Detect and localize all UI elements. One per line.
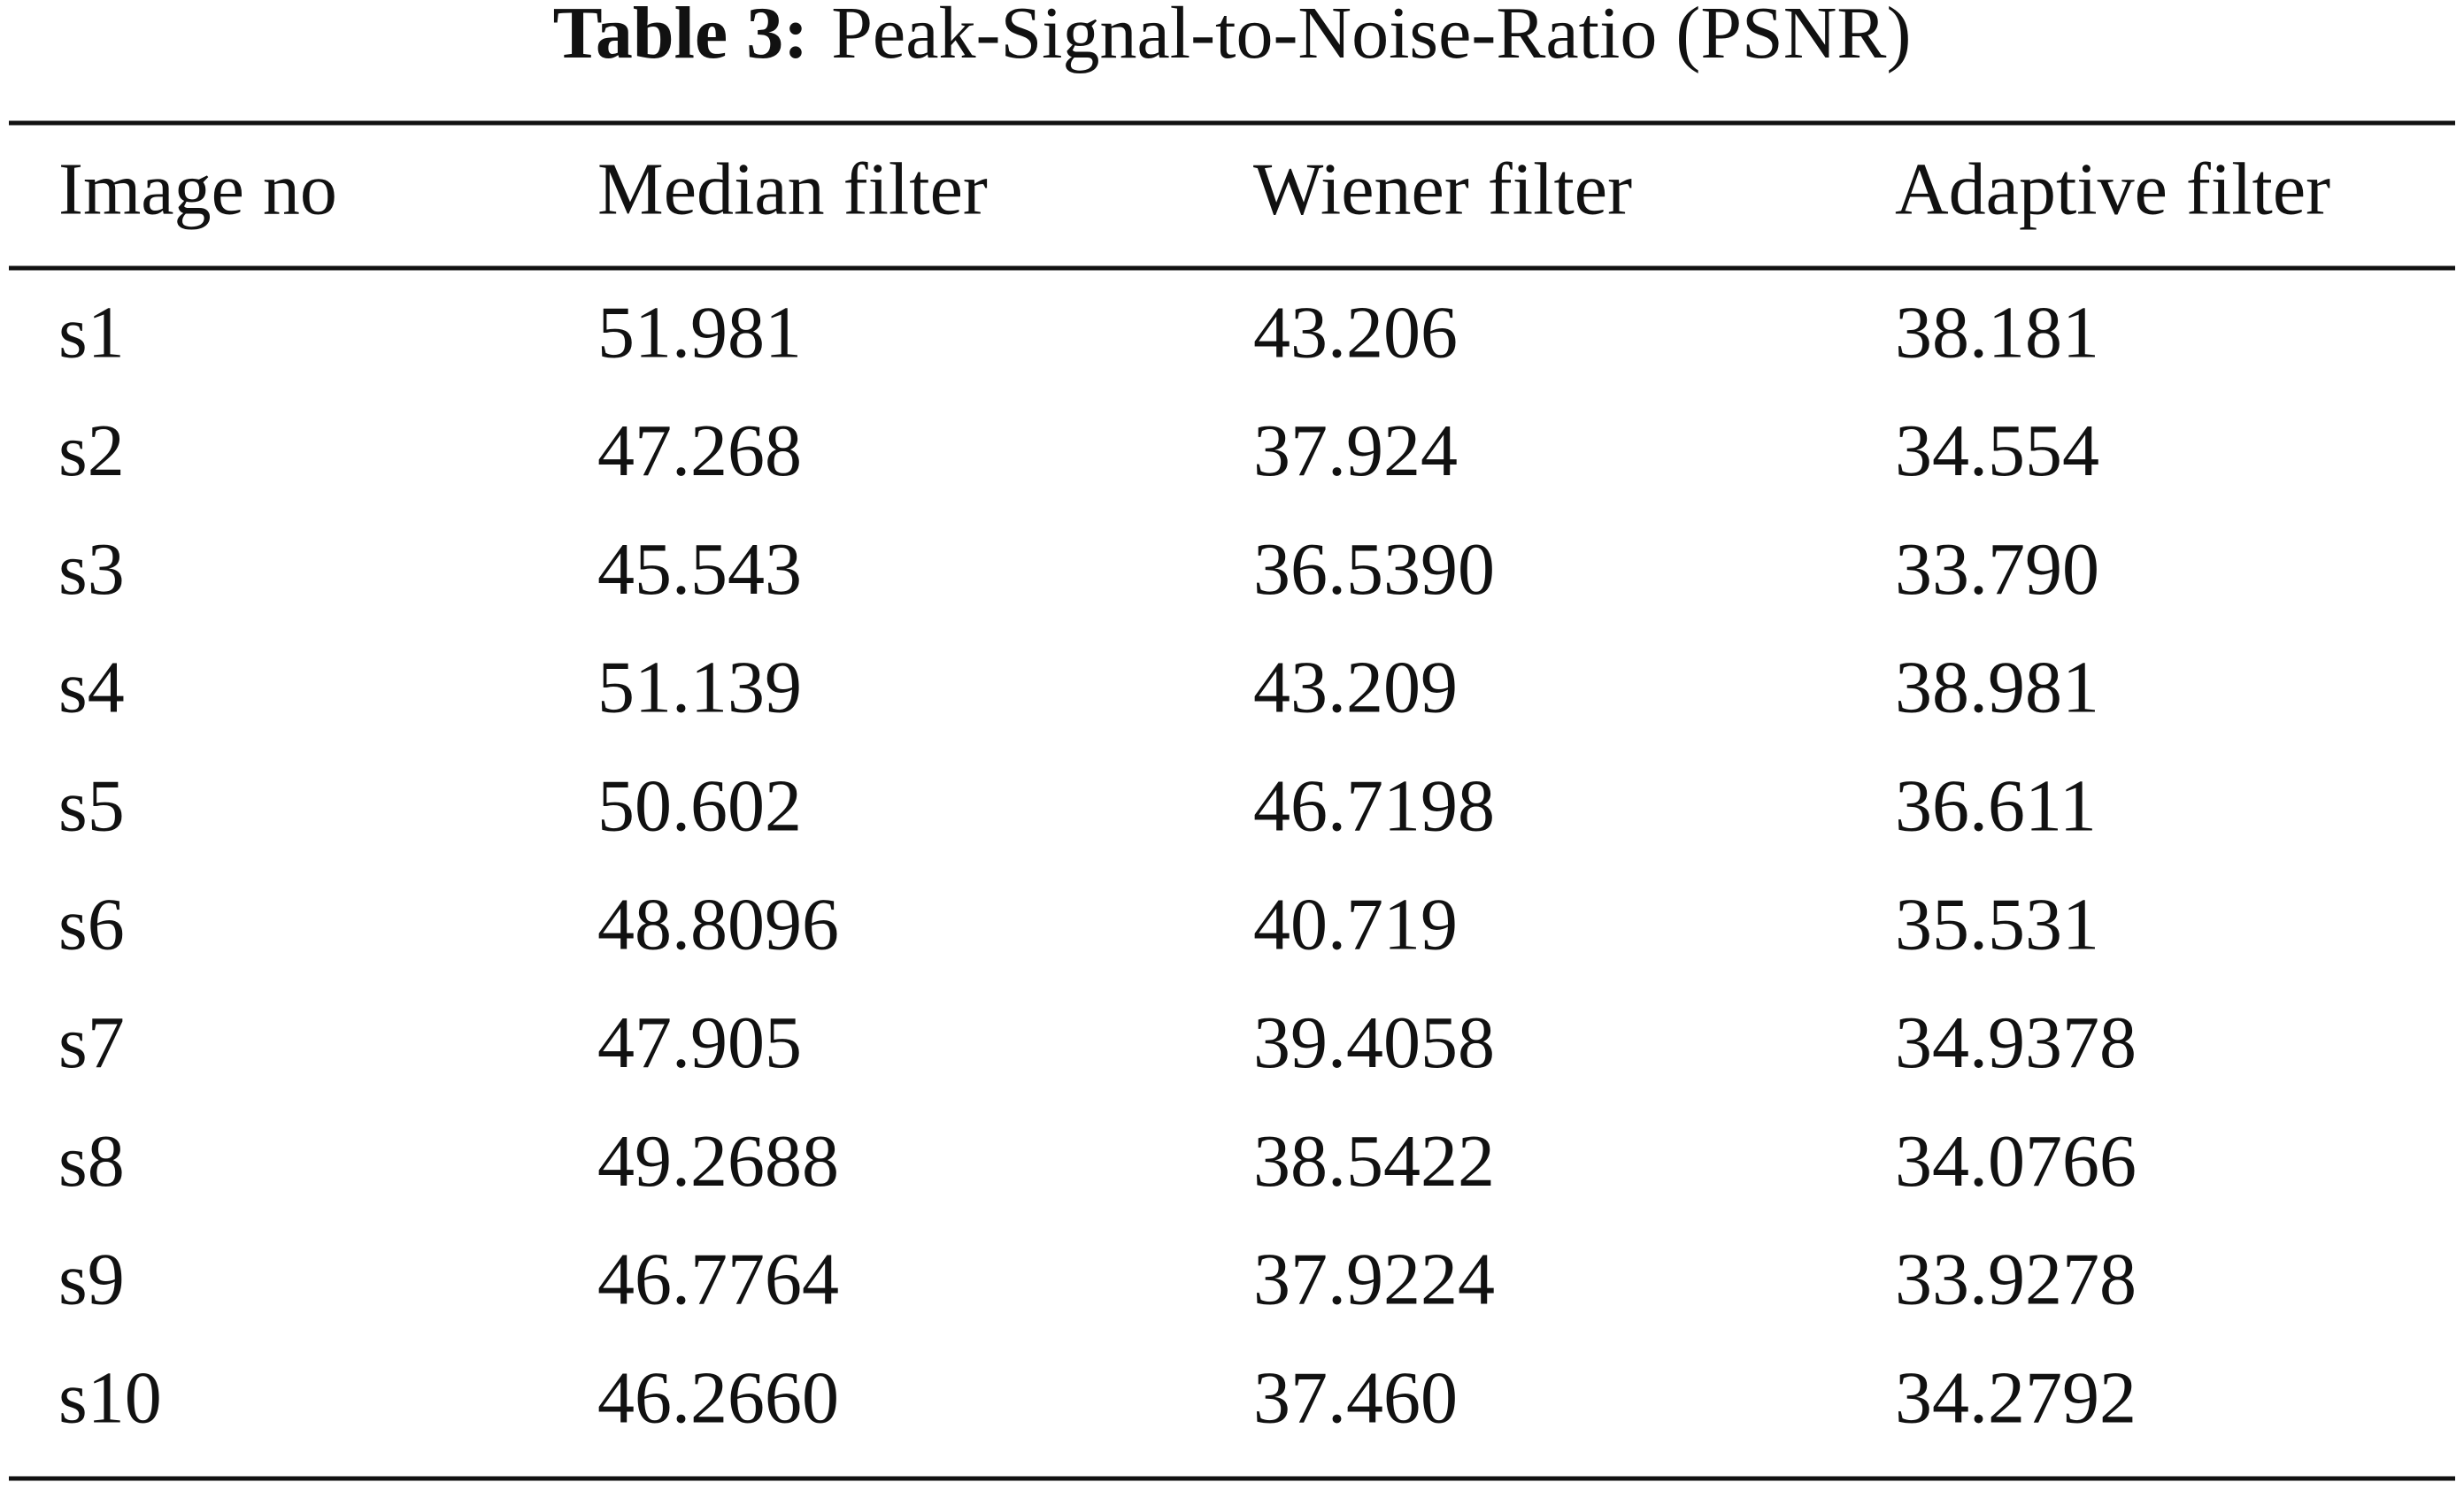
- table-cell: 37.924: [1253, 410, 1458, 492]
- table-cell: 33.9278: [1895, 1239, 2137, 1321]
- table-cell: 46.7198: [1253, 764, 1495, 847]
- table-cell: 36.611: [1895, 764, 2097, 847]
- table-cell: 38.981: [1895, 647, 2099, 729]
- table-cell: 37.460: [1253, 1356, 1458, 1439]
- table-cell: 50.602: [597, 764, 802, 847]
- caption-title: Peak-Signal-to-Noise-Ratio (PSNR): [831, 0, 1911, 74]
- table-cell: 36.5390: [1253, 528, 1495, 611]
- table-cell: 47.905: [597, 1002, 802, 1084]
- header-cell: Median filter: [597, 148, 988, 230]
- table-cell: 38.181: [1895, 291, 2099, 373]
- table-cell: 38.5422: [1253, 1120, 1495, 1202]
- table-cell: 35.531: [1895, 883, 2099, 965]
- table-cell: 51.981: [597, 291, 802, 373]
- table-cell: 34.554: [1895, 410, 2099, 492]
- table-cell: s6: [58, 883, 125, 965]
- header-cell: Wiener filter: [1253, 148, 1632, 230]
- table-cell: 51.139: [597, 647, 802, 729]
- table-cell: s3: [58, 528, 125, 611]
- table-cell: s1: [58, 291, 125, 373]
- table-cell: 48.8096: [597, 883, 839, 965]
- header-cell: Adaptive filter: [1895, 148, 2330, 230]
- table-cell: 43.206: [1253, 291, 1458, 373]
- table-cell: s4: [58, 647, 125, 729]
- caption-label: Table 3:: [553, 0, 809, 74]
- table-cell: 46.7764: [597, 1239, 839, 1321]
- table-cell: 37.9224: [1253, 1239, 1495, 1321]
- table-cell: s7: [58, 1002, 125, 1084]
- table-cell: 45.543: [597, 528, 802, 611]
- table-cell: 33.790: [1895, 528, 2099, 611]
- table-cell: 34.2792: [1895, 1356, 2137, 1439]
- table-cell: 34.9378: [1895, 1002, 2137, 1084]
- table-cell: 49.2688: [597, 1120, 839, 1202]
- table-cell: s5: [58, 764, 125, 847]
- table-cell: s10: [58, 1356, 162, 1439]
- table-cell: s2: [58, 410, 125, 492]
- header-cell: Image no: [58, 148, 337, 230]
- table-cell: 40.719: [1253, 883, 1458, 965]
- caption: Table 3: Peak-Signal-to-Noise-Ratio (PSNR…: [553, 0, 1912, 74]
- table-cell: 43.209: [1253, 647, 1458, 729]
- table-cell: 34.0766: [1895, 1120, 2137, 1202]
- table-cell: s8: [58, 1120, 125, 1202]
- table-cell: s9: [58, 1239, 125, 1321]
- table-cell: 47.268: [597, 410, 802, 492]
- table-cell: 46.2660: [597, 1356, 839, 1439]
- table-cell: 39.4058: [1253, 1002, 1495, 1084]
